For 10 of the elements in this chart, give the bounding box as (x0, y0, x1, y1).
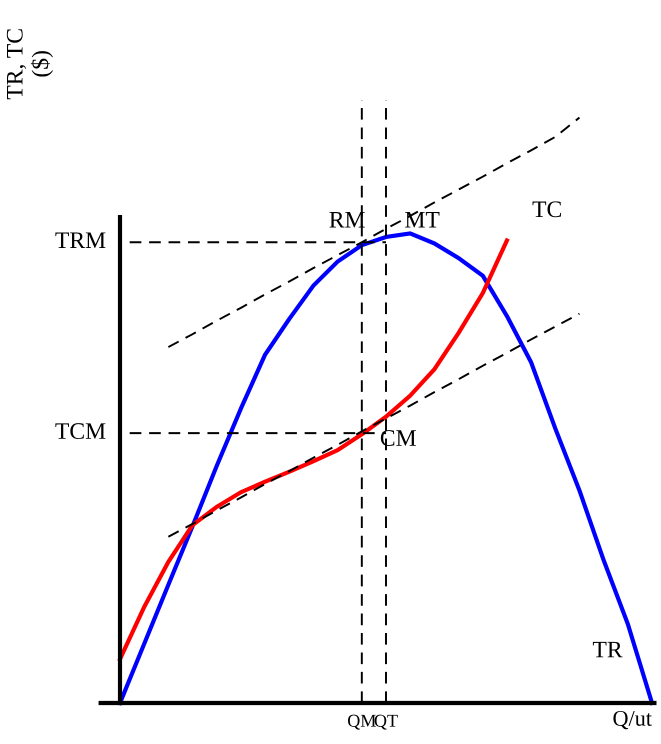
series-label: TC (532, 201, 561, 218)
x-tick-label: QT (374, 714, 398, 730)
y-axis-title: TR, TC ($) (6, 29, 54, 100)
ref-line-label: TCM (55, 423, 106, 440)
ref-line-label: TRM (55, 232, 106, 248)
x-axis-title: Q/ut (613, 710, 652, 730)
annotation: CM (380, 430, 416, 446)
annotation: MT (405, 212, 440, 228)
series-label: TR (592, 642, 623, 658)
x-tick-label: QM (348, 714, 376, 730)
